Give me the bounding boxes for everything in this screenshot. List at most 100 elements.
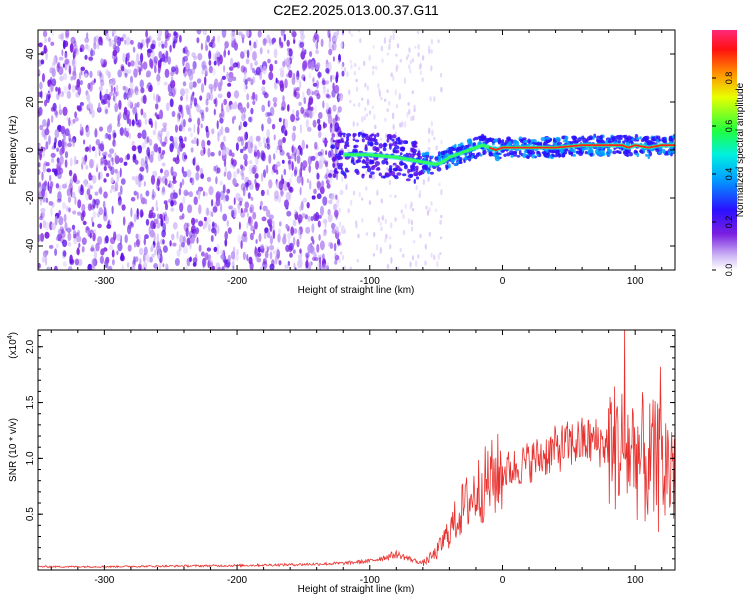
noise-blob bbox=[192, 81, 197, 88]
noise-blob bbox=[38, 234, 41, 242]
noise-blob bbox=[155, 103, 159, 110]
noise-blob bbox=[396, 43, 400, 49]
noise-blob bbox=[103, 191, 108, 199]
noise-blob bbox=[50, 152, 56, 158]
noise-blob bbox=[400, 209, 403, 214]
ridge-blob bbox=[518, 149, 522, 156]
noise-blob bbox=[314, 257, 319, 262]
noise-blob bbox=[247, 77, 251, 82]
noise-blob bbox=[44, 231, 50, 239]
ridge-blob bbox=[479, 135, 485, 139]
ridge-blob bbox=[671, 149, 675, 154]
noise-blob bbox=[104, 151, 108, 156]
ridge-blob bbox=[503, 153, 507, 157]
noise-blob bbox=[81, 246, 85, 253]
noise-blob bbox=[347, 208, 350, 214]
ridge-blob bbox=[645, 153, 648, 157]
noise-blob bbox=[89, 229, 94, 235]
noise-blob bbox=[217, 224, 220, 234]
svg-text:(x104): (x104) bbox=[7, 332, 19, 359]
noise-blob bbox=[409, 68, 412, 74]
noise-blob bbox=[181, 118, 186, 128]
noise-blob bbox=[112, 30, 117, 35]
noise-blob bbox=[156, 176, 162, 184]
noise-blob bbox=[224, 238, 228, 247]
noise-blob bbox=[243, 132, 247, 142]
noise-blob bbox=[298, 101, 302, 107]
noise-blob bbox=[223, 135, 226, 142]
noise-blob bbox=[219, 117, 224, 124]
ridge-blob bbox=[572, 153, 576, 157]
noise-blob bbox=[100, 157, 105, 165]
noise-blob bbox=[120, 185, 123, 195]
noise-blob bbox=[100, 58, 104, 65]
noise-blob bbox=[155, 181, 160, 191]
noise-blob bbox=[143, 246, 148, 256]
noise-blob bbox=[435, 145, 438, 151]
noise-blob bbox=[297, 229, 301, 236]
noise-blob bbox=[221, 102, 224, 112]
noise-blob bbox=[116, 36, 122, 47]
noise-blob bbox=[114, 181, 119, 192]
noise-blob bbox=[250, 225, 256, 232]
noise-blob bbox=[98, 102, 101, 112]
noise-blob bbox=[266, 34, 271, 44]
noise-blob bbox=[86, 182, 91, 188]
noise-blob bbox=[72, 118, 76, 124]
noise-blob bbox=[89, 158, 94, 169]
colorbar-gradient bbox=[712, 30, 737, 270]
noise-blob bbox=[173, 136, 178, 143]
ridge-blob bbox=[375, 146, 380, 153]
noise-blob bbox=[177, 146, 181, 156]
noise-blob bbox=[87, 263, 93, 270]
noise-blob bbox=[253, 151, 257, 158]
noise-blob bbox=[380, 226, 383, 231]
noise-blob bbox=[355, 78, 358, 83]
noise-blob bbox=[396, 64, 399, 69]
noise-blob bbox=[227, 128, 230, 133]
noise-blob bbox=[110, 157, 114, 162]
noise-blob bbox=[160, 217, 164, 227]
noise-blob bbox=[181, 166, 184, 174]
noise-blob bbox=[67, 241, 72, 247]
noise-blob bbox=[177, 115, 179, 124]
noise-blob bbox=[289, 177, 292, 186]
ridge-blob bbox=[478, 138, 482, 142]
noise-blob bbox=[151, 206, 154, 212]
noise-blob bbox=[308, 164, 312, 174]
noise-blob bbox=[219, 128, 222, 137]
ridge-blob bbox=[332, 139, 336, 143]
noise-blob bbox=[315, 152, 318, 160]
noise-blob bbox=[272, 250, 278, 255]
noise-blob bbox=[316, 181, 322, 191]
noise-blob bbox=[88, 56, 94, 61]
noise-blob bbox=[91, 109, 95, 119]
noise-blob bbox=[427, 137, 431, 144]
noise-blob bbox=[378, 90, 382, 97]
noise-blob bbox=[170, 192, 175, 200]
noise-blob bbox=[203, 147, 206, 155]
noise-blob bbox=[48, 84, 53, 94]
noise-blob bbox=[265, 138, 269, 144]
noise-blob bbox=[121, 204, 126, 211]
noise-blob bbox=[266, 129, 271, 138]
noise-blob bbox=[202, 30, 207, 36]
noise-blob bbox=[58, 56, 64, 61]
noise-blob bbox=[272, 97, 278, 103]
noise-blob bbox=[49, 174, 52, 182]
noise-blob bbox=[197, 186, 204, 192]
noise-blob bbox=[54, 265, 58, 270]
noise-blob bbox=[60, 32, 65, 42]
ridge-blob bbox=[501, 139, 505, 143]
noise-blob bbox=[333, 203, 337, 211]
noise-blob bbox=[73, 49, 77, 55]
noise-blob bbox=[105, 133, 109, 139]
noise-blob bbox=[184, 136, 187, 142]
noise-blob bbox=[201, 69, 205, 75]
ridge-blob bbox=[470, 152, 475, 156]
noise-blob bbox=[311, 91, 315, 96]
noise-blob bbox=[117, 195, 122, 206]
ridge-blob bbox=[436, 167, 442, 172]
noise-blob bbox=[414, 260, 418, 267]
noise-blob bbox=[292, 125, 297, 132]
